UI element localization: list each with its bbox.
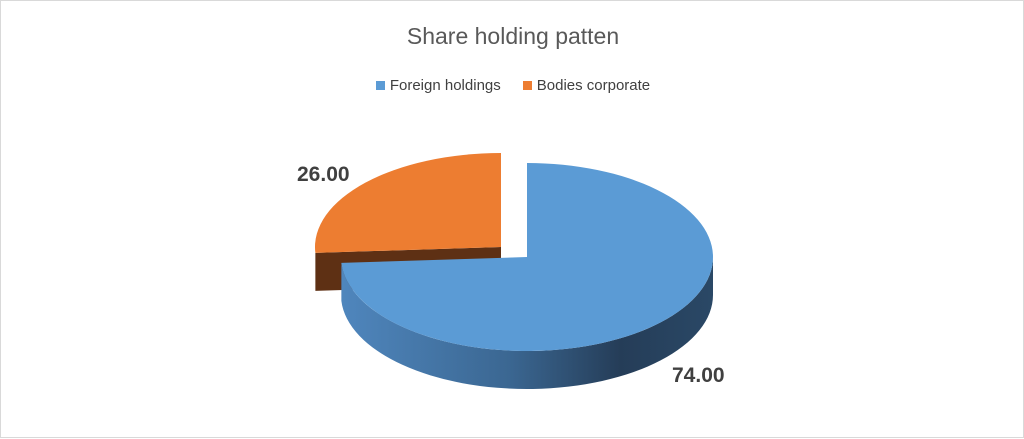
data-label-foreign: 74.00 [672,364,725,387]
legend-label: Foreign holdings [389,77,501,94]
slice-foreign [341,163,713,351]
legend-label: Bodies corporate [536,77,651,94]
slice-bodies [315,153,501,253]
chart-title: Share holding patten [406,23,620,49]
legend-swatch-foreign [375,81,385,90]
legend-item-bodies: Bodies corporate [522,77,651,94]
legend: Foreign holdings Bodies corporate [1,77,1024,94]
slice-side-foreign [341,257,713,389]
data-label-bodies: 26.00 [297,163,350,186]
legend-item-foreign: Foreign holdings [375,77,501,94]
legend-swatch-bodies [522,81,532,90]
